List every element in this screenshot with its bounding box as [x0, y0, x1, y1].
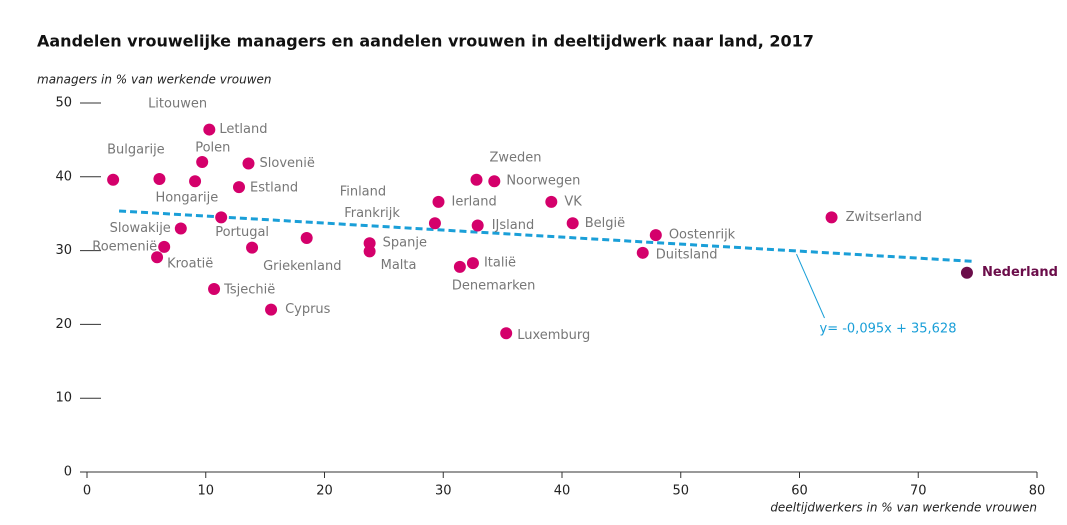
x-tick-label: 30	[435, 484, 452, 499]
point	[960, 266, 973, 279]
point-label: Spanje	[383, 236, 427, 251]
point-label: Frankrijk	[344, 206, 400, 221]
point	[242, 157, 255, 170]
x-tick-label: 0	[83, 484, 91, 499]
chart-title: Aandelen vrouwelijke managers en aandele…	[37, 32, 814, 51]
point-label: Kroatië	[167, 257, 213, 272]
x-tick-label: 80	[1029, 484, 1046, 499]
x-tick-label: 40	[554, 484, 571, 499]
x-tick-label: 60	[791, 484, 808, 499]
point-label: Denemarken	[452, 278, 536, 293]
point-label: Letland	[219, 122, 267, 137]
point	[246, 241, 259, 254]
point	[233, 181, 245, 194]
point	[203, 123, 216, 136]
x-tick-label: 70	[910, 484, 927, 499]
point	[432, 195, 445, 208]
y-tick-label: 50	[55, 96, 72, 111]
point-label: Italië	[484, 256, 516, 271]
y-tick-label: 40	[55, 169, 72, 184]
point-label: VK	[564, 194, 582, 209]
y-axis-label: managers in % van werkende vrouwen	[37, 73, 272, 87]
point-label: Bulgarije	[107, 142, 165, 157]
x-axis-label: deeltijdwerkers in % van werkende vrouwe…	[770, 501, 1037, 515]
point	[300, 232, 313, 245]
y-tick-label: 10	[55, 391, 72, 406]
point	[636, 246, 649, 259]
point-label: Cyprus	[285, 302, 331, 317]
y-tick-label: 30	[55, 243, 72, 258]
point	[500, 327, 513, 340]
point-label: Hongarije	[155, 191, 218, 206]
point-label: België	[585, 216, 625, 231]
point	[453, 260, 466, 273]
point-label: Nederland	[982, 265, 1058, 280]
point-label: Zwitserland	[846, 210, 922, 225]
point-label: Finland	[340, 185, 386, 200]
x-tick-label: 50	[672, 484, 689, 499]
point-label: Slovenië	[260, 156, 315, 171]
point-label: Estland	[250, 181, 298, 196]
point	[649, 229, 662, 242]
point	[825, 211, 838, 224]
point-label: Malta	[381, 258, 417, 273]
point	[363, 245, 376, 258]
point	[189, 175, 202, 188]
point	[471, 219, 484, 232]
point	[174, 222, 187, 235]
y-tick-label: 0	[64, 465, 72, 480]
point	[265, 303, 278, 316]
trend-leader	[796, 253, 825, 319]
point-label: Noorwegen	[506, 174, 580, 189]
point	[488, 175, 501, 188]
point-label: Griekenland	[263, 259, 341, 274]
point	[151, 251, 164, 264]
point-label: Zweden	[490, 150, 542, 165]
point-label: Litouwen	[148, 97, 207, 112]
x-tick-label: 20	[316, 484, 333, 499]
point-label: Luxemburg	[517, 328, 590, 343]
point-label: Roemenië	[92, 239, 157, 254]
y-tick-label: 20	[55, 317, 72, 332]
point	[107, 173, 120, 186]
point	[158, 240, 171, 253]
point	[566, 217, 579, 230]
point	[215, 211, 228, 224]
point	[466, 257, 479, 270]
x-tick-label: 10	[197, 484, 214, 499]
point	[545, 195, 558, 208]
point-label: Polen	[195, 141, 230, 156]
point-label: Slowakije	[110, 221, 171, 236]
point-label: Oostenrijk	[669, 228, 736, 243]
trend-label: y= -0,095x + 35,628	[820, 322, 957, 337]
point	[153, 173, 166, 186]
point	[470, 173, 483, 186]
point-label: Tsjechië	[223, 282, 275, 297]
point-label: Ierland	[452, 194, 497, 209]
point	[196, 156, 209, 169]
point-label: Portugal	[215, 225, 269, 240]
point	[208, 282, 221, 295]
point-label: Duitsland	[656, 247, 718, 262]
point	[428, 217, 441, 230]
point-label: IJsland	[492, 218, 535, 233]
